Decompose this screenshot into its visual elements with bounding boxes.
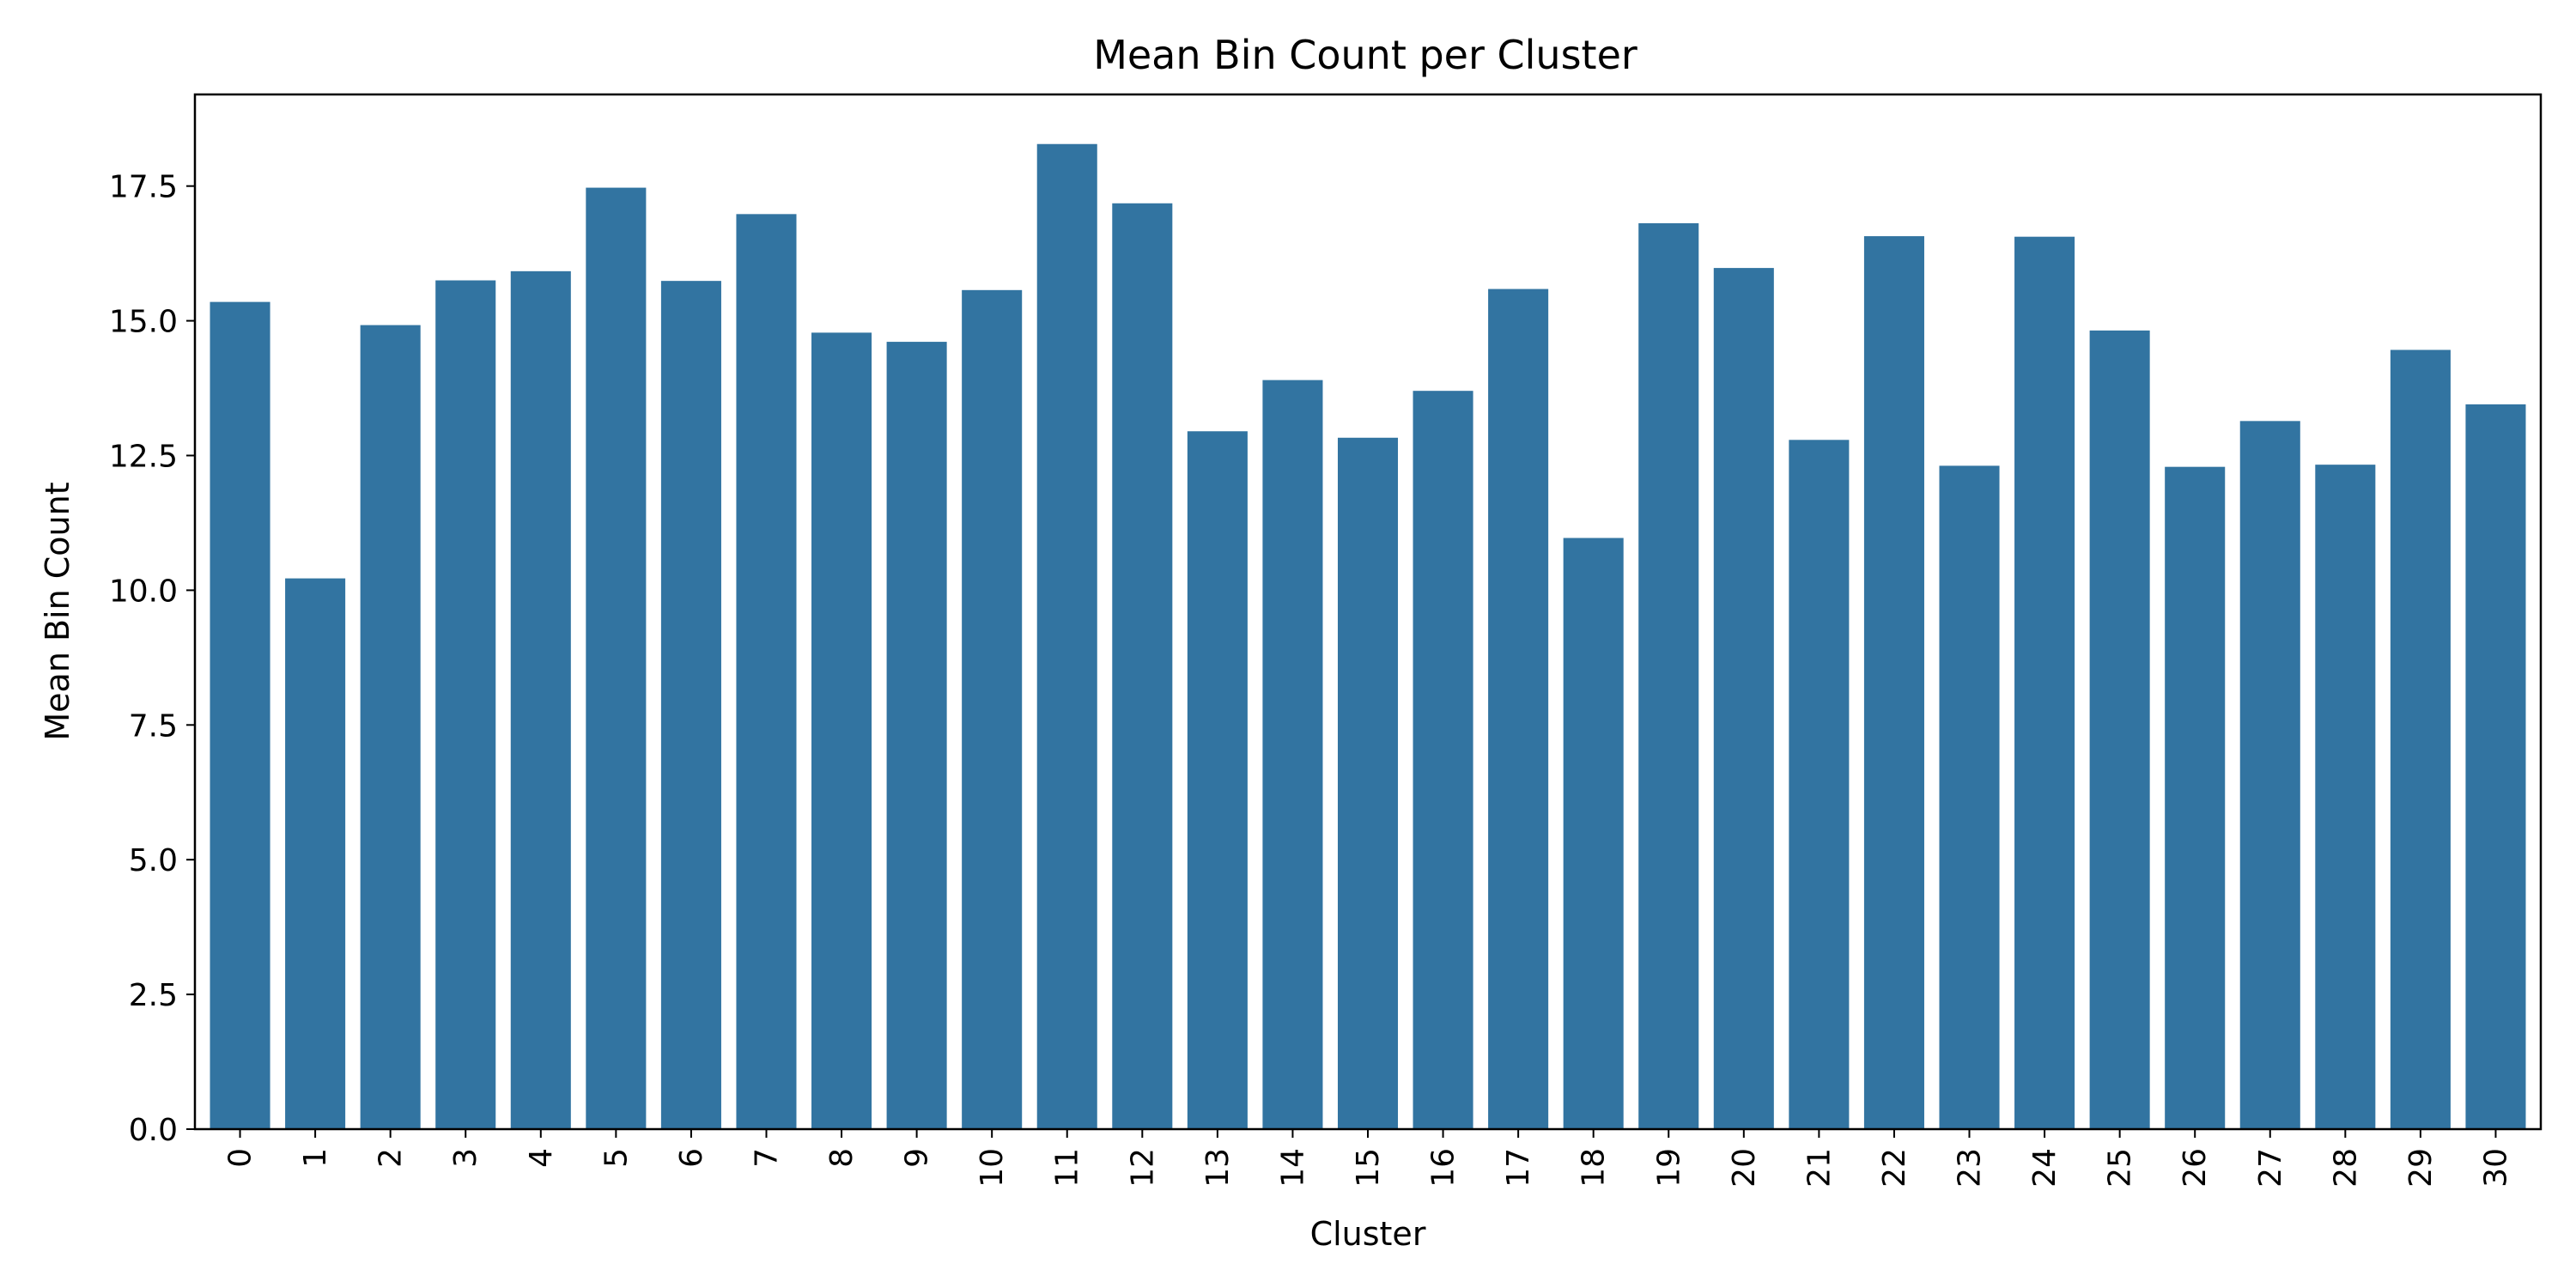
bar-cluster-12 — [1112, 203, 1173, 1130]
x-tick-label: 25 — [2103, 1148, 2138, 1188]
x-tick-label: 20 — [1727, 1148, 1762, 1188]
bar-cluster-1 — [285, 578, 346, 1129]
bar-cluster-6 — [660, 281, 721, 1130]
x-tick-label: 8 — [824, 1148, 860, 1168]
bar-cluster-24 — [2014, 236, 2075, 1129]
y-tick-label: 10.0 — [109, 574, 178, 609]
x-tick-label: 21 — [1801, 1148, 1837, 1188]
x-axis: 0 1 2 3 4 5 6 7 8 9 10 11 12 13 14 15 16 17 18 19 20 21 22 23 24… — [223, 1129, 2513, 1188]
x-tick-label: 10 — [975, 1148, 1010, 1188]
bar-cluster-2 — [360, 325, 421, 1129]
x-tick-label: 29 — [2403, 1148, 2439, 1188]
bar-cluster-17 — [1488, 289, 1549, 1130]
bar-cluster-15 — [1337, 437, 1399, 1130]
x-tick-label: 28 — [2328, 1148, 2363, 1188]
plot-frame — [193, 93, 2543, 1131]
x-tick-label: 18 — [1577, 1148, 1612, 1188]
y-tick-label: 0.0 — [129, 1113, 178, 1148]
x-tick-label: 11 — [1050, 1148, 1085, 1188]
bars-group — [210, 143, 2526, 1130]
bar-cluster-22 — [1863, 236, 1924, 1129]
bar-cluster-26 — [2165, 466, 2226, 1129]
bar-cluster-7 — [736, 214, 797, 1129]
bar-cluster-29 — [2390, 349, 2451, 1129]
bar-cluster-25 — [2089, 330, 2150, 1129]
x-tick-label: 12 — [1125, 1148, 1160, 1188]
y-tick-label: 5.0 — [129, 843, 178, 878]
bar-cluster-8 — [811, 332, 872, 1130]
bar-cluster-20 — [1713, 268, 1774, 1130]
x-tick-label: 4 — [524, 1148, 559, 1168]
bar-cluster-16 — [1413, 391, 1473, 1130]
x-tick-label: 6 — [674, 1148, 709, 1168]
bar-cluster-21 — [1789, 440, 1850, 1129]
x-tick-label: 17 — [1501, 1148, 1536, 1188]
bar-cluster-5 — [586, 187, 647, 1129]
bar-cluster-4 — [510, 270, 571, 1130]
bar-cluster-14 — [1262, 380, 1323, 1129]
bar-cluster-13 — [1187, 431, 1248, 1130]
x-tick-label: 22 — [1877, 1148, 1912, 1188]
x-tick-label: 14 — [1275, 1148, 1310, 1188]
y-tick-label: 12.5 — [109, 439, 178, 474]
bar-cluster-0 — [210, 301, 270, 1130]
x-tick-label: 2 — [374, 1148, 409, 1168]
x-tick-label: 27 — [2253, 1148, 2288, 1188]
x-tick-label: 1 — [298, 1148, 333, 1168]
x-tick-label: 15 — [1351, 1148, 1386, 1188]
y-axis-label: Mean Bin Count — [39, 482, 76, 740]
x-tick-label: 30 — [2478, 1148, 2513, 1188]
bar-cluster-19 — [1638, 222, 1699, 1129]
y-axis: 0.0 2.5 5.0 7.5 10.0 12.5 15.0 17.5 — [109, 170, 195, 1148]
y-tick-label: 2.5 — [129, 978, 178, 1013]
x-tick-label: 0 — [223, 1148, 258, 1168]
bar-cluster-3 — [435, 280, 496, 1129]
bar-cluster-10 — [962, 289, 1023, 1129]
bar-cluster-18 — [1563, 538, 1624, 1129]
x-tick-label: 19 — [1651, 1148, 1686, 1188]
bar-cluster-27 — [2239, 421, 2300, 1129]
bar-cluster-28 — [2315, 465, 2376, 1129]
bar-cluster-9 — [886, 342, 947, 1129]
x-tick-label: 24 — [2027, 1148, 2063, 1188]
x-tick-label: 23 — [1953, 1148, 1988, 1188]
y-tick-label: 17.5 — [109, 170, 178, 205]
y-tick-label: 15.0 — [109, 305, 178, 340]
chart-title: Mean Bin Count per Cluster — [1093, 32, 1637, 78]
x-tick-label: 7 — [749, 1148, 784, 1168]
x-tick-label: 16 — [1426, 1148, 1461, 1188]
x-tick-label: 26 — [2178, 1148, 2213, 1188]
bar-cluster-23 — [1939, 465, 2000, 1129]
x-axis-label: Cluster — [1310, 1215, 1426, 1253]
bar-cluster-11 — [1036, 143, 1097, 1129]
x-tick-label: 13 — [1200, 1148, 1236, 1188]
bar-cluster-30 — [2465, 404, 2526, 1129]
x-tick-label: 3 — [448, 1148, 483, 1168]
x-tick-label: 9 — [900, 1148, 935, 1168]
x-tick-label: 5 — [598, 1148, 634, 1168]
y-tick-label: 7.5 — [129, 708, 178, 744]
